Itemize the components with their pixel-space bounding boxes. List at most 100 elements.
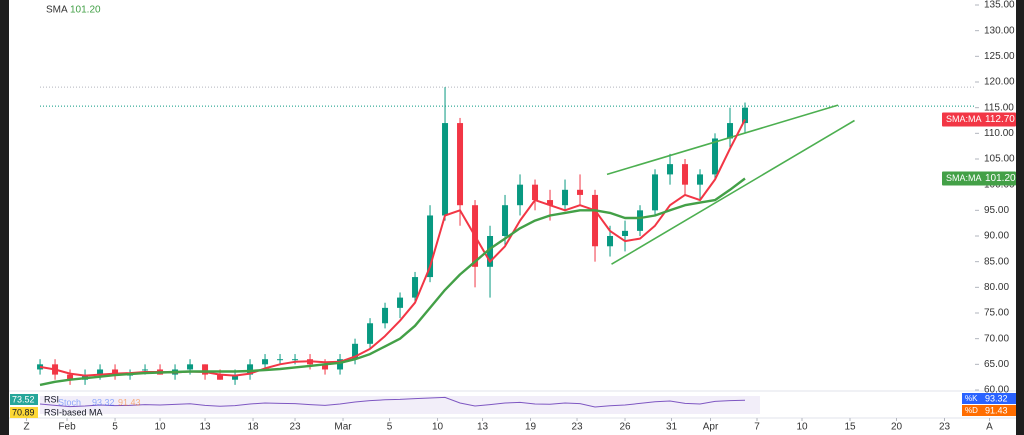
- rsi-line: [39, 396, 746, 408]
- rsi-ma-name: RSI-based MA: [44, 407, 103, 417]
- x-tick-label: 5: [387, 422, 393, 433]
- stoch-d-value: 91.43: [985, 405, 1008, 415]
- price-label-name: SMA:MA: [946, 114, 982, 124]
- y-tick-label: 65.00: [984, 359, 1009, 370]
- candle-body: [547, 200, 554, 206]
- price-label-box: [942, 112, 1016, 127]
- x-tick-label: 10: [796, 422, 808, 433]
- rsi-value: 73.52: [12, 394, 35, 404]
- candle-body: [277, 359, 284, 361]
- candle-body: [562, 189, 569, 206]
- candle-body: [262, 359, 269, 365]
- price-label-box: [942, 171, 1016, 186]
- y-tick-label: 125.00: [984, 51, 1015, 62]
- x-tick-label: 7: [754, 422, 760, 433]
- candle-body: [202, 364, 209, 375]
- candle-body: [727, 123, 734, 139]
- stoch-k-box: [962, 393, 1016, 404]
- x-tick-label: 13: [199, 422, 211, 433]
- candle-body: [487, 236, 494, 267]
- candle-body: [622, 230, 629, 236]
- candle-body: [352, 343, 359, 360]
- candle-body: [457, 123, 464, 206]
- candle-body: [517, 184, 524, 206]
- x-tick-label: 13: [477, 422, 489, 433]
- x-tick-label: Feb: [58, 422, 76, 433]
- x-tick-label: 5: [112, 422, 118, 433]
- candle-body: [607, 236, 614, 247]
- x-tick-label: 26: [619, 422, 631, 433]
- rsi-value-box: [10, 394, 38, 405]
- candle-body: [652, 174, 659, 211]
- stoch-k-faint: 93.32: [92, 397, 115, 407]
- y-tick-label: 95.00: [984, 205, 1009, 216]
- right-border: [1016, 0, 1024, 435]
- candle-body: [322, 364, 329, 370]
- x-tick-label: 31: [666, 422, 678, 433]
- indicator-value: 101.20: [70, 5, 101, 16]
- x-tick-label: 10: [154, 422, 166, 433]
- x-tick-label: Apr: [703, 422, 719, 433]
- y-tick-label: 90.00: [984, 231, 1009, 242]
- stoch-d-faint: 91.43: [118, 397, 141, 407]
- stoch-d-box: [962, 405, 1016, 416]
- candle-body: [142, 369, 149, 371]
- x-tick-label: 10: [432, 422, 444, 433]
- candle-body: [637, 210, 644, 231]
- candle-body: [397, 297, 404, 308]
- price-label-value: 101.20: [985, 173, 1016, 184]
- candle-body: [442, 123, 449, 216]
- trendline: [611, 119, 855, 265]
- rsi-name: RSI: [44, 394, 59, 404]
- left-border: [0, 0, 9, 435]
- y-tick-label: 105.00: [984, 154, 1015, 165]
- candle-body: [217, 374, 224, 380]
- y-tick-label: 115.00: [984, 102, 1014, 113]
- candle-body: [97, 369, 104, 375]
- y-tick-label: 80.00: [984, 282, 1009, 293]
- candle-body: [667, 164, 674, 175]
- candle-body: [742, 107, 749, 124]
- candle-body: [712, 138, 719, 175]
- indicator-name: SMA: [46, 5, 68, 16]
- candle-body: [382, 307, 389, 324]
- y-tick-label: 70.00: [984, 333, 1009, 344]
- candle-body: [187, 364, 194, 370]
- candle-body: [67, 374, 74, 380]
- x-tick-label: 23: [939, 422, 951, 433]
- candle-body: [427, 215, 434, 278]
- candle-body: [292, 359, 299, 361]
- candle-body: [337, 359, 344, 370]
- x-tick-label: 19: [525, 422, 537, 433]
- candle-body: [577, 189, 584, 195]
- rsi-ma-box: [10, 407, 38, 418]
- candle-body: [682, 164, 689, 185]
- rsi-band: [40, 396, 760, 414]
- candle-body: [502, 205, 509, 236]
- sma-line: [39, 177, 746, 387]
- y-tick-label: 85.00: [984, 256, 1009, 267]
- trendline: [606, 104, 839, 176]
- x-tick-label: A: [986, 422, 993, 433]
- x-tick-label: 18: [247, 422, 259, 433]
- candle-body: [112, 369, 119, 375]
- y-tick-label: 60.00: [984, 385, 1009, 396]
- candle-body: [247, 364, 254, 375]
- x-tick-label: Mar: [334, 422, 352, 433]
- y-tick-label: 120.00: [984, 77, 1015, 88]
- candle-body: [697, 174, 704, 185]
- price-label-value: 112.70: [985, 114, 1015, 125]
- y-tick-label: 130.00: [984, 25, 1015, 36]
- candle-body: [532, 184, 539, 201]
- plot-layer: 60.00 65.00 70.00 75.00 80.00 85.00 90.00 95.00…: [10, 0, 1016, 433]
- x-tick-label: 20: [891, 422, 903, 433]
- candle-body: [412, 277, 419, 298]
- x-tick-label: 23: [289, 422, 301, 433]
- stoch-k-name: %K: [965, 394, 978, 403]
- y-tick-label: 135.00: [984, 0, 1015, 11]
- x-tick-label: 15: [844, 422, 856, 433]
- rsi-ma-value: 70.89: [12, 407, 35, 417]
- candle-body: [592, 194, 599, 247]
